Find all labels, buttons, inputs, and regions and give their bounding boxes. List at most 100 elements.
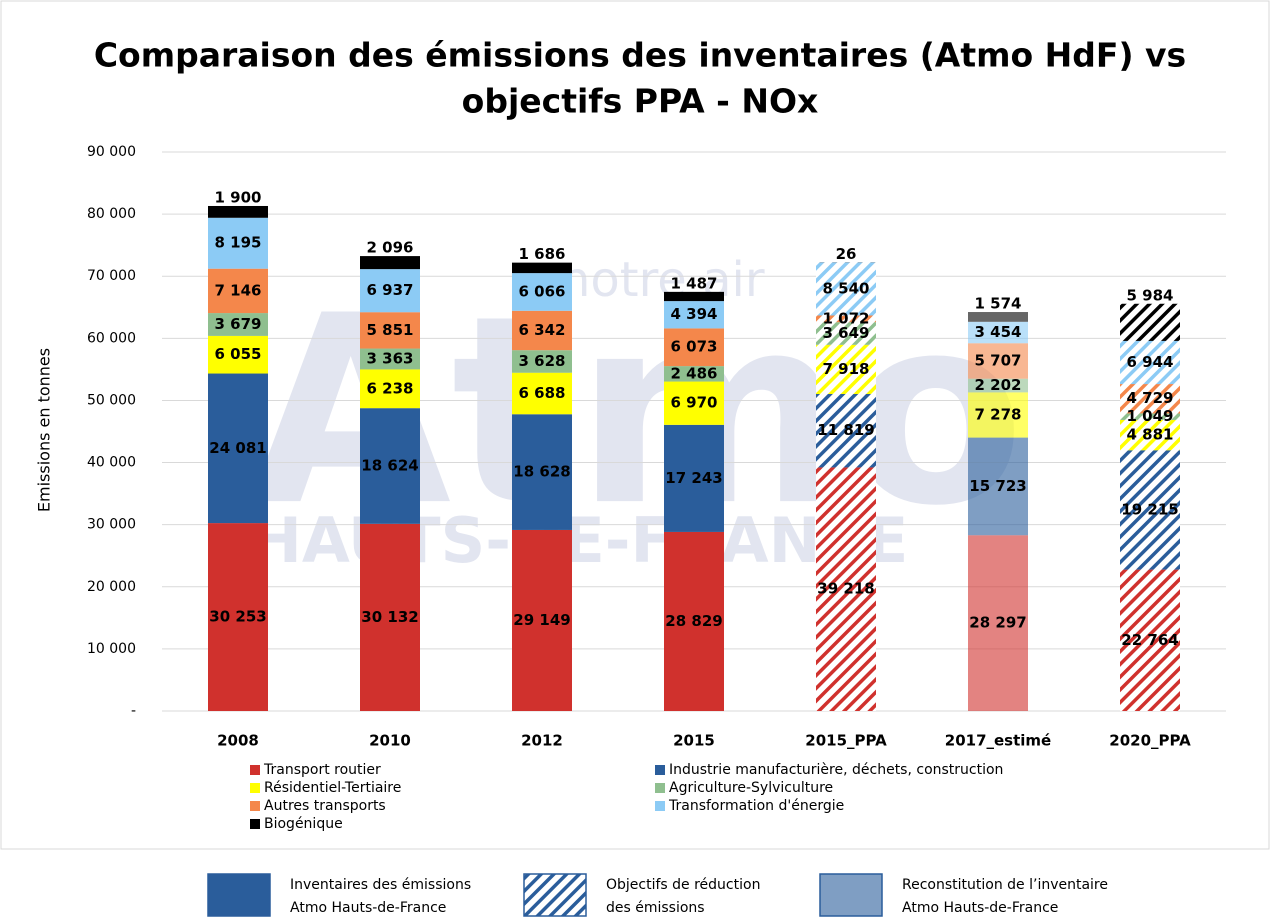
watermark-region: HAUTS-DE-FRANCE xyxy=(250,504,908,577)
data-label: 6 944 xyxy=(1127,353,1174,371)
bar-segment xyxy=(512,310,572,351)
bar-segment xyxy=(1120,450,1180,570)
y-tick-label: 90 000 xyxy=(87,144,136,160)
x-tick-label: 2015_PPA xyxy=(805,732,887,750)
bar-segment xyxy=(816,344,876,395)
bar-segment xyxy=(1120,569,1180,711)
data-label: 15 723 xyxy=(969,477,1026,495)
data-label: 1 487 xyxy=(671,274,718,292)
y-tick-label: 50 000 xyxy=(87,392,136,408)
bar-segment xyxy=(360,269,420,313)
data-label: 2 096 xyxy=(367,239,414,257)
data-label: 7 278 xyxy=(975,405,1022,423)
data-label: 3 363 xyxy=(367,349,414,367)
bar-segment xyxy=(968,321,1028,344)
bar-segment xyxy=(208,268,268,314)
data-label: 3 628 xyxy=(519,352,566,370)
bar-segment xyxy=(968,535,1028,711)
bar-segment xyxy=(512,262,572,274)
y-tick-label: 40 000 xyxy=(87,455,136,471)
bar-segment xyxy=(512,372,572,415)
data-label: 1 574 xyxy=(975,295,1022,313)
bar-segment xyxy=(208,313,268,336)
bar-segment xyxy=(208,373,268,524)
legend-swatch xyxy=(250,765,260,775)
bar-segment xyxy=(360,369,420,409)
data-label: 24 081 xyxy=(209,439,266,457)
data-label: 8 540 xyxy=(823,279,870,297)
data-label: 3 454 xyxy=(975,323,1022,341)
data-label: 1 049 xyxy=(1127,407,1174,425)
style-legend-label: Atmo Hauts-de-France xyxy=(902,900,1058,916)
bar-segment xyxy=(512,350,572,373)
y-tick-label: 60 000 xyxy=(87,330,136,346)
legend-swatch xyxy=(250,801,260,811)
data-label: 1 900 xyxy=(215,188,262,206)
bar-segment xyxy=(208,523,268,711)
y-tick-label: 80 000 xyxy=(87,206,136,222)
data-label: 22 764 xyxy=(1121,631,1178,649)
bar-segment xyxy=(1120,419,1180,451)
data-label: 3 679 xyxy=(215,315,262,333)
bar-segment xyxy=(360,312,420,349)
data-label: 6 073 xyxy=(671,338,718,356)
bar-segment xyxy=(664,301,724,329)
bar-segment xyxy=(664,291,724,302)
data-label: 26 xyxy=(836,245,857,263)
legend-label: Biogénique xyxy=(264,816,343,832)
bar-segment xyxy=(360,348,420,370)
data-label: 6 055 xyxy=(215,345,262,363)
bar-segment xyxy=(816,394,876,468)
watermark-tagline: notre air xyxy=(560,252,765,308)
x-tick-label: 2017_estimé xyxy=(945,732,1051,750)
style-legend-label: des émissions xyxy=(606,900,705,916)
bar-segment xyxy=(664,366,724,382)
data-label: 5 851 xyxy=(367,321,414,339)
style-legend-label: Reconstitution de l’inventaire xyxy=(902,877,1108,893)
data-label: 8 195 xyxy=(215,234,262,252)
bar-segment xyxy=(664,531,724,711)
legend-label: Autres transports xyxy=(264,798,386,814)
bar-segment xyxy=(816,262,876,316)
y-tick-label: - xyxy=(131,703,136,719)
style-legend-label: Inventaires des émissions xyxy=(290,877,471,893)
legend-swatch xyxy=(655,783,665,793)
chart-title: objectifs PPA - NOx xyxy=(462,82,819,121)
data-label: 6 937 xyxy=(367,281,414,299)
x-tick-label: 2010 xyxy=(369,732,411,750)
data-label: 5 707 xyxy=(975,351,1022,369)
x-tick-label: 2012 xyxy=(521,732,563,750)
bar-segment xyxy=(816,467,876,711)
bar-segment xyxy=(1120,303,1180,341)
data-label: 17 243 xyxy=(665,469,722,487)
data-label: 29 149 xyxy=(513,611,570,629)
bar-segment xyxy=(664,381,724,425)
data-label: 4 729 xyxy=(1127,389,1174,407)
legend-label: Agriculture-Sylviculture xyxy=(669,780,833,796)
bar-segment xyxy=(968,392,1028,438)
x-tick-label: 2015 xyxy=(673,732,715,750)
bar-segment xyxy=(816,322,876,345)
legend-label: Transport routier xyxy=(263,762,381,778)
data-label: 1 072 xyxy=(823,309,870,327)
style-legend-swatch xyxy=(523,873,587,917)
data-label: 5 984 xyxy=(1127,286,1174,304)
bar-segment xyxy=(208,217,268,269)
bar-segment xyxy=(512,529,572,711)
data-label: 2 202 xyxy=(975,376,1022,394)
bar-segment xyxy=(360,256,420,270)
data-label: 30 132 xyxy=(361,608,418,626)
style-legend-label: Objectifs de réduction xyxy=(606,877,760,893)
bar-segment xyxy=(968,437,1028,536)
legend-swatch xyxy=(250,819,260,829)
data-label: 7 918 xyxy=(823,360,870,378)
x-tick-label: 2008 xyxy=(217,732,259,750)
y-tick-label: 30 000 xyxy=(87,517,136,533)
bar-segment xyxy=(512,414,572,530)
bar-segment xyxy=(664,424,724,532)
data-label: 28 297 xyxy=(969,614,1026,632)
style-legend-label: Atmo Hauts-de-France xyxy=(290,900,446,916)
data-label: 1 686 xyxy=(519,245,566,263)
legend-swatch xyxy=(655,801,665,811)
